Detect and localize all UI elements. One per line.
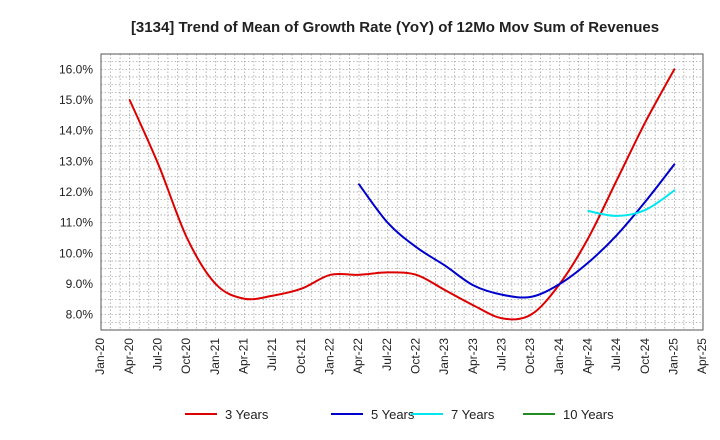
x-tick-label: Apr-20 (122, 338, 136, 374)
legend-label-3-years: 3 Years (225, 407, 269, 422)
chart-title: [3134] Trend of Mean of Growth Rate (YoY… (131, 19, 659, 36)
x-tick-label: Jan-20 (93, 338, 107, 375)
y-axis: 8.0% 9.0% 10.0% 11.0% 12.0% 13.0% 14.0% 15.0% 16… (59, 62, 93, 321)
legend-label-7-years: 7 Years (451, 407, 495, 422)
x-tick-label: Apr-25 (695, 338, 709, 374)
y-tick-label: 15.0% (59, 93, 93, 107)
x-tick-label: Jul-21 (265, 338, 279, 371)
legend: 3 Years 5 Years 7 Years 10 Years (185, 407, 614, 422)
x-tick-label: Apr-21 (237, 338, 251, 374)
x-tick-label: Jul-23 (495, 338, 509, 371)
legend-label-10-years: 10 Years (563, 407, 614, 422)
y-tick-label: 10.0% (59, 246, 93, 260)
x-tick-label: Jul-22 (380, 338, 394, 371)
x-tick-label: Jan-21 (208, 338, 222, 375)
x-tick-label: Apr-24 (581, 338, 595, 374)
x-axis: Jan-20 Apr-20 Jul-20 Oct-20 Jan-21 Apr-21 Jul-… (93, 338, 709, 375)
series-line-7-years (587, 189, 676, 217)
x-tick-label: Jul-20 (151, 338, 165, 371)
grid (100, 53, 704, 331)
plot-area (100, 53, 704, 331)
x-tick-label: Jan-23 (437, 338, 451, 375)
y-tick-label: 8.0% (66, 308, 94, 322)
x-tick-label: Apr-23 (466, 338, 480, 374)
x-tick-label: Oct-22 (409, 338, 423, 374)
series-line-3-years (128, 68, 676, 321)
x-tick-label: Jan-25 (667, 338, 681, 375)
x-tick-label: Jan-22 (323, 338, 337, 375)
y-tick-label: 12.0% (59, 185, 93, 199)
x-tick-label: Apr-22 (351, 338, 365, 374)
x-tick-label: Jul-24 (609, 338, 623, 371)
x-tick-label: Oct-24 (638, 338, 652, 374)
legend-label-5-years: 5 Years (371, 407, 415, 422)
y-tick-label: 11.0% (60, 216, 93, 230)
x-tick-label: Oct-23 (523, 338, 537, 374)
y-tick-label: 9.0% (66, 277, 94, 291)
y-tick-label: 13.0% (59, 154, 93, 168)
y-tick-label: 14.0% (59, 124, 93, 138)
series-lines (128, 68, 676, 321)
y-tick-label: 16.0% (59, 62, 93, 76)
x-tick-label: Jan-24 (552, 338, 566, 375)
x-tick-label: Oct-20 (179, 338, 193, 374)
series-line-5-years (358, 163, 676, 299)
x-tick-label: Oct-21 (294, 338, 308, 374)
